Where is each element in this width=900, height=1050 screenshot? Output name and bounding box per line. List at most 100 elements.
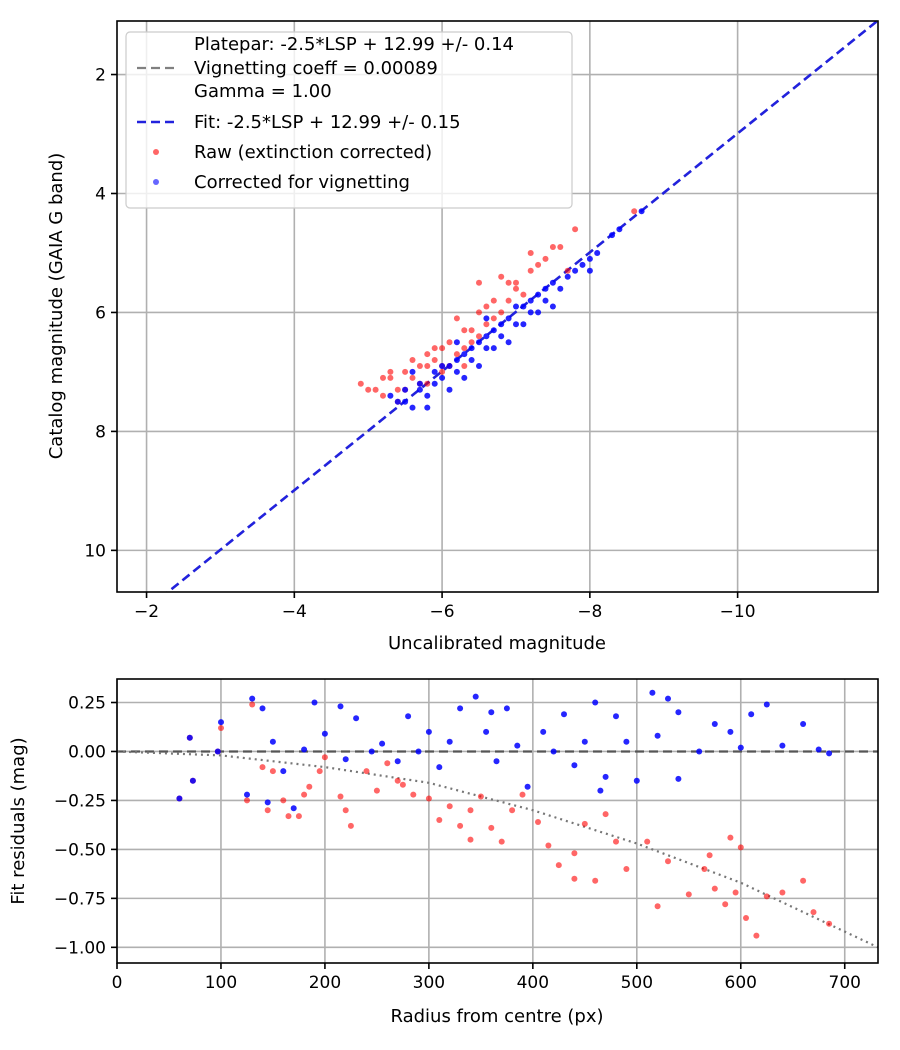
corrected-point: [540, 728, 547, 735]
corrected-point: [490, 327, 497, 334]
raw-point: [372, 386, 379, 393]
y-axis-label: Fit residuals (mag): [8, 737, 29, 904]
corrected-point: [468, 345, 475, 352]
raw-point: [409, 374, 416, 381]
corrected-point: [337, 703, 344, 710]
corrected-point: [186, 734, 193, 741]
raw-point: [416, 363, 423, 369]
raw-point: [810, 909, 817, 916]
legend-entry: Raw (extinction corrected): [194, 142, 432, 163]
corrected-point: [524, 783, 531, 790]
raw-point: [654, 903, 661, 910]
corrected-point: [748, 711, 755, 718]
raw-point: [461, 327, 468, 334]
raw-point: [483, 303, 490, 310]
corrected-point: [483, 333, 490, 340]
raw-point: [436, 817, 443, 823]
raw-point: [581, 820, 588, 827]
corrected-point: [439, 374, 446, 381]
raw-point: [743, 915, 749, 921]
y-axis-label: Catalog magnitude (GAIA G band): [46, 153, 67, 460]
raw-point: [467, 836, 474, 843]
corrected-point: [779, 742, 786, 749]
residuals-plot: 0 100 200 300 400 500 600 700 0.25 0.00 −0.25 −0.50…: [8, 678, 879, 1027]
raw-point: [439, 345, 446, 352]
x-tick-label: −8: [577, 602, 602, 622]
raw-point: [763, 893, 770, 900]
corrected-point: [461, 351, 468, 358]
corrected-point: [826, 750, 833, 757]
raw-point: [527, 267, 534, 274]
corrected-point: [176, 795, 183, 802]
raw-point: [306, 783, 313, 790]
legend-entry: Gamma = 1.00: [194, 81, 332, 102]
corrected-point: [301, 746, 308, 753]
axis-ticks: 0 100 200 300 400 500 600 700 0.25 0.00 −0.25 −0.50…: [54, 694, 861, 993]
y-tick-label: 0.25: [68, 694, 106, 714]
corrected-point: [439, 363, 446, 369]
plot-area: [165, 21, 878, 592]
corrected-point: [571, 762, 578, 769]
raw-point: [800, 877, 807, 884]
legend-box: [125, 31, 573, 209]
raw-point: [520, 291, 527, 298]
x-axis-label: Radius from centre (px): [390, 1006, 603, 1027]
raw-point: [665, 858, 671, 865]
corrected-point: [453, 368, 460, 375]
x-tick-label: 200: [309, 973, 341, 993]
raw-point: [342, 807, 349, 814]
corrected-point: [564, 273, 571, 280]
corrected-point: [535, 309, 542, 316]
corrected-point: [581, 738, 588, 745]
raw-point: [476, 333, 482, 340]
raw-point: [513, 285, 519, 292]
corrected-point: [665, 695, 671, 702]
raw-point: [613, 838, 619, 845]
corrected-point: [520, 303, 527, 310]
raw-point: [387, 374, 394, 381]
legend-swatch: [153, 149, 159, 155]
x-tick-label: 300: [413, 973, 445, 993]
raw-point: [498, 273, 505, 280]
corrected-point: [572, 267, 579, 274]
raw-point: [316, 768, 323, 775]
corrected-point: [513, 321, 519, 328]
plot-frame: [116, 20, 879, 593]
raw-point: [424, 380, 431, 387]
corrected-point: [394, 398, 401, 405]
corrected-point: [387, 392, 394, 399]
raw-point: [468, 327, 475, 334]
raw-point: [571, 850, 578, 857]
corrected-point: [405, 713, 412, 720]
corrected-point: [415, 748, 422, 755]
corrected-point: [409, 368, 416, 375]
corrected-point: [425, 728, 432, 735]
corrected-point: [244, 791, 250, 798]
raw-point: [365, 386, 372, 393]
corrected-point: [542, 297, 549, 304]
raw-point: [483, 321, 490, 328]
corrected-point: [579, 261, 586, 268]
corrected-point: [597, 787, 604, 794]
raw-point: [527, 250, 534, 256]
corrected-point: [520, 321, 527, 328]
raw-point: [505, 279, 512, 286]
corrected-point: [290, 805, 297, 812]
raw-point: [285, 813, 292, 820]
corrected-point: [535, 291, 542, 298]
raw-point: [644, 838, 651, 845]
raw-point: [737, 844, 744, 851]
raw-point: [457, 822, 464, 829]
raw-point: [826, 920, 833, 927]
corrected-point: [457, 705, 464, 712]
corrected-point: [737, 744, 744, 751]
legend: Platepar: -2.5*LSP + 12.99 +/- 0.14 Vigne…: [125, 31, 573, 209]
raw-point: [477, 793, 484, 800]
raw-point: [685, 891, 692, 898]
raw-point: [380, 374, 386, 381]
raw-point: [424, 351, 431, 358]
raw-point: [402, 368, 409, 375]
raw-point: [453, 315, 460, 322]
x-tick-label: −4: [282, 602, 307, 622]
corrected-point: [416, 386, 423, 393]
